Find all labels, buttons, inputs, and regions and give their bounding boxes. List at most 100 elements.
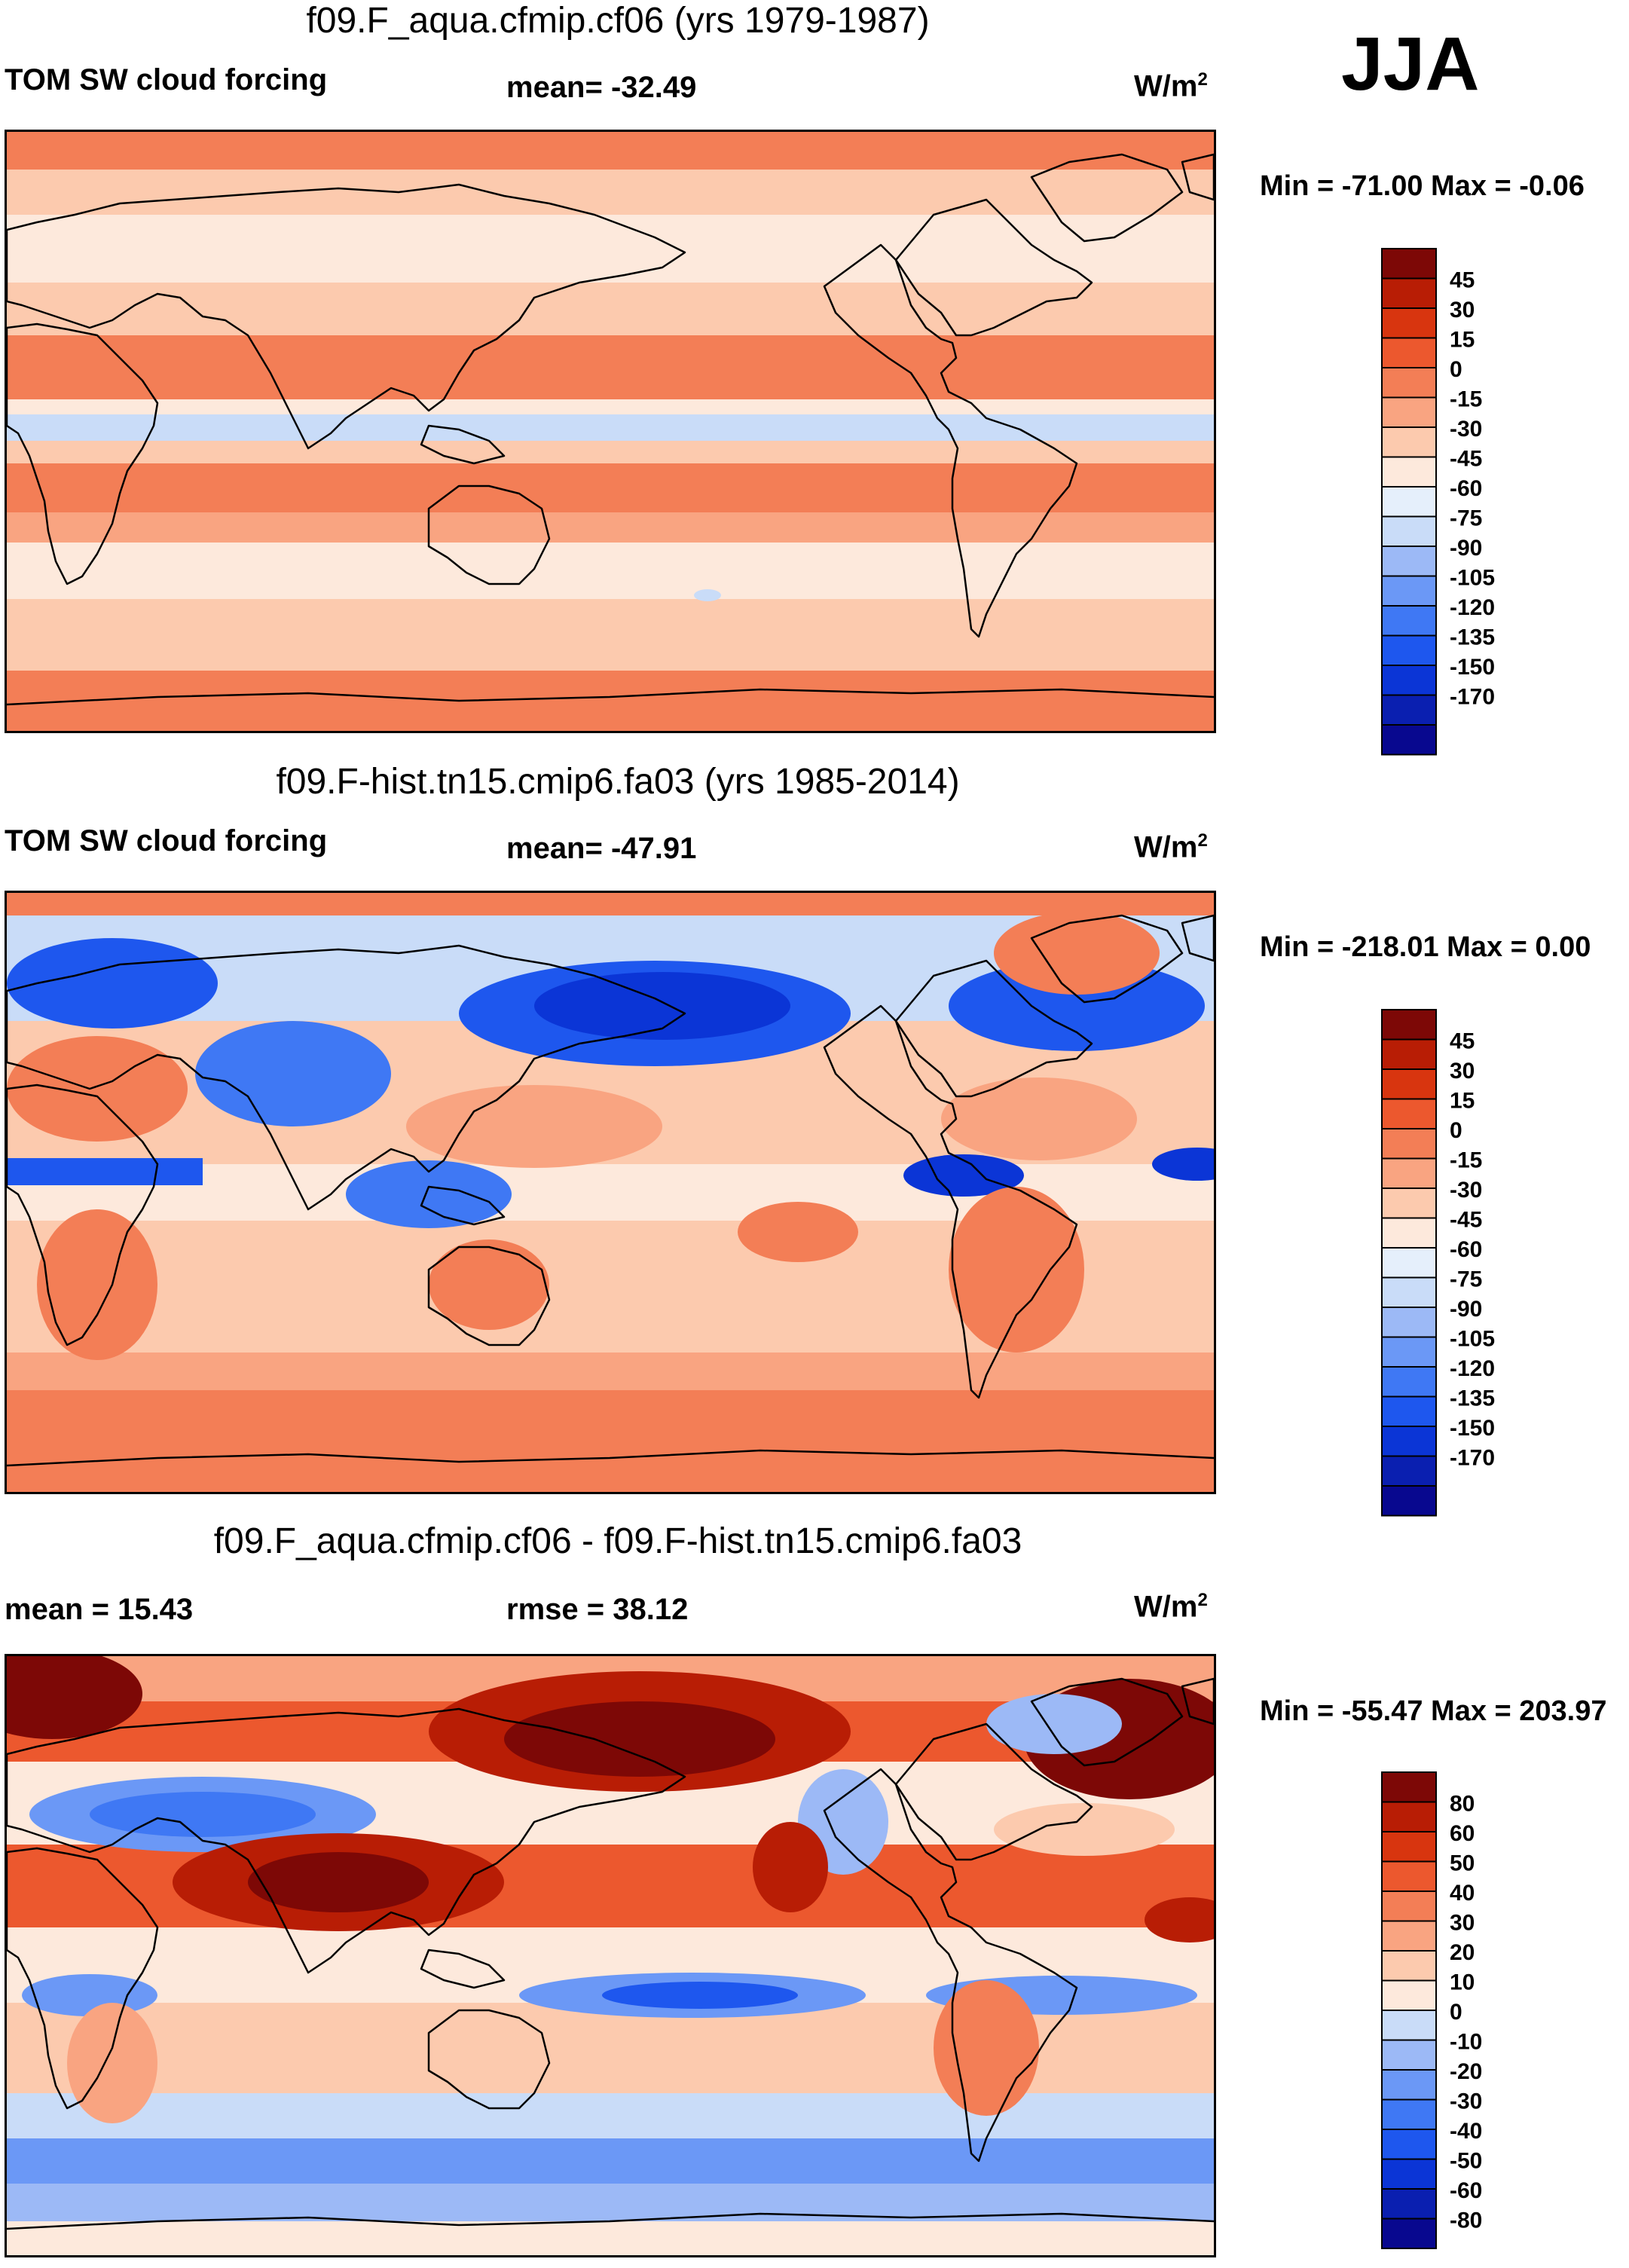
coastline: [1181, 1677, 1214, 1725]
colorbar-tick-label: -30: [1450, 1178, 1482, 1203]
band: [7, 170, 1214, 215]
colorbar-box: [1381, 1801, 1437, 1832]
colorbar-tick-label: -120: [1450, 1356, 1495, 1381]
colorbar-box: [1381, 1950, 1437, 1982]
colorbar-tick-label: -45: [1450, 447, 1482, 472]
colorbar-box: [1381, 1187, 1437, 1219]
colorbar-box: [1381, 1038, 1437, 1070]
colorbar-box: [1381, 1009, 1437, 1041]
panel1-field: [7, 132, 1214, 731]
colorbar-tick-label: -120: [1450, 595, 1495, 620]
blob: [903, 1154, 1024, 1197]
coastline: [894, 198, 1093, 337]
coastline: [894, 1722, 1093, 1861]
blob: [994, 912, 1160, 995]
panel3-colorbar: 80 60 50 40 30 20 10 0 -10 -20 -30 -40 -50 -60 -80: [1380, 1771, 1546, 2254]
coastline: [7, 688, 1214, 706]
colorbar-box: [1381, 546, 1437, 577]
band: [7, 441, 1214, 463]
band: [7, 335, 1214, 399]
colorbar-box: [1381, 277, 1437, 309]
colorbar-tick-label: -10: [1450, 2030, 1482, 2055]
panel1-title: f09.F_aqua.cfmip.cf06 (yrs 1979-1987): [306, 1, 930, 41]
blob: [1145, 1897, 1214, 1942]
colorbar-tick-label: 30: [1450, 1059, 1475, 1084]
colorbar-tick-label: -150: [1450, 655, 1495, 680]
coastline: [1030, 914, 1184, 1004]
panel1-map: [5, 130, 1216, 733]
blob: [534, 972, 790, 1040]
colorbar-box: [1381, 1366, 1437, 1398]
panel1-variable-label: TOM SW cloud forcing: [5, 63, 328, 96]
panel1-map-svg: [7, 132, 1214, 731]
blob: [37, 1209, 157, 1360]
panel3-field: [7, 1656, 1214, 2255]
blob: [994, 1803, 1175, 1856]
blob: [602, 1982, 798, 2009]
colorbar-tick-label: -30: [1450, 2089, 1482, 2114]
colorbar-tick-label: 30: [1450, 298, 1475, 322]
colorbar-box: [1381, 1307, 1437, 1338]
panel3-min-max: Min = -55.47 Max = 203.97: [1260, 1695, 1607, 1727]
colorbar-svg: 45 30 15 0 -15 -30 -45 -60 -75 -90 -105 -120 -135 -15…: [1381, 248, 1495, 756]
coastline: [427, 484, 551, 585]
coastline: [7, 183, 686, 450]
coastline: [427, 2009, 551, 2110]
band: [7, 2093, 1214, 2138]
colorbar-tick-label: -170: [1450, 1446, 1495, 1471]
blob: [7, 1036, 188, 1142]
colorbar-box: [1381, 1336, 1437, 1368]
coastline: [7, 1084, 159, 1346]
colorbar-box: [1381, 307, 1437, 339]
colorbar-tick-label: 0: [1450, 1118, 1462, 1143]
band: [7, 2138, 1214, 2184]
blob: [753, 1822, 828, 1912]
band: [7, 1158, 203, 1185]
colorbar-tick-label: -90: [1450, 536, 1482, 561]
colorbar-tick-label: -105: [1450, 566, 1495, 591]
coastline: [7, 944, 686, 1211]
panel2-title: f09.F-hist.tn15.cmip6.fa03 (yrs 1985-201…: [276, 762, 960, 802]
coastline: [1030, 1677, 1184, 1767]
colorbar-box: [1381, 1891, 1437, 1922]
colorbar-box: [1381, 1920, 1437, 1952]
colorbar-tick-label: -15: [1450, 1148, 1482, 1173]
coastline: [420, 1185, 506, 1226]
colorbar-tick-label: -90: [1450, 1297, 1482, 1322]
blob: [248, 1852, 429, 1912]
colorbar-tick-label: -20: [1450, 2059, 1482, 2084]
blob: [1152, 1148, 1214, 1181]
band: [7, 512, 1214, 543]
band: [7, 599, 1214, 671]
panel2-map: [5, 891, 1216, 1494]
blob: [90, 1792, 316, 1837]
colorbar-box: [1381, 1485, 1437, 1517]
colorbar-box: [1381, 1831, 1437, 1863]
coastline: [420, 1949, 506, 1989]
panel1-mean-label: mean= -32.49: [506, 71, 697, 104]
colorbar-svg: 80 60 50 40 30 20 10 0 -10 -20 -30 -40 -50 -60 -80: [1381, 1771, 1482, 2249]
band: [7, 2184, 1214, 2221]
panel2-mean-label: mean= -47.91: [506, 832, 697, 865]
coastline: [7, 1707, 686, 1974]
colorbar-box: [1381, 1068, 1437, 1100]
colorbar-tick-label: 20: [1450, 1940, 1475, 1965]
panel1-colorbar: 45 30 15 0 -15 -30 -45 -60 -75 -90 -105 -120 -135 -15…: [1380, 247, 1546, 760]
blob: [986, 1694, 1122, 1754]
coastline: [823, 243, 1078, 638]
blob: [738, 1202, 858, 1262]
panel3-mean-label: mean = 15.43: [5, 1593, 194, 1626]
colorbar-box: [1381, 1157, 1437, 1189]
colorbar-box: [1381, 1979, 1437, 2011]
colorbar-box: [1381, 1128, 1437, 1160]
coastline: [1181, 914, 1214, 962]
coastline: [7, 322, 159, 585]
coastline: [1030, 153, 1184, 243]
blob: [694, 589, 721, 601]
colorbar-tick-label: 0: [1450, 357, 1462, 382]
colorbar-tick-label: 60: [1450, 1821, 1475, 1846]
coastline: [1181, 153, 1214, 201]
colorbar-box: [1381, 634, 1437, 666]
colorbar-box: [1381, 396, 1437, 428]
band: [7, 215, 1214, 283]
